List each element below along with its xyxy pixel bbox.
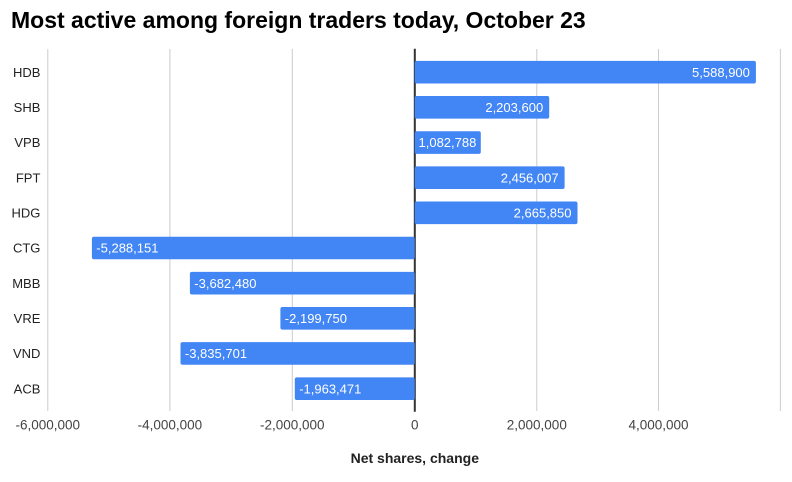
svg-text:5,588,900: 5,588,900 xyxy=(692,65,750,80)
svg-text:-1,963,471: -1,963,471 xyxy=(299,381,361,396)
svg-text:-2,199,750: -2,199,750 xyxy=(285,311,347,326)
svg-text:VRE: VRE xyxy=(14,311,41,326)
svg-text:FPT: FPT xyxy=(16,170,41,185)
svg-text:Most active among foreign trad: Most active among foreign traders today,… xyxy=(11,7,586,33)
svg-text:CTG: CTG xyxy=(13,241,40,256)
svg-text:2,456,007: 2,456,007 xyxy=(501,170,559,185)
svg-text:-6,000,000: -6,000,000 xyxy=(16,418,81,433)
svg-text:-4,000,000: -4,000,000 xyxy=(138,418,203,433)
svg-text:-3,835,701: -3,835,701 xyxy=(185,346,247,361)
svg-text:MBB: MBB xyxy=(12,276,40,291)
svg-text:1,082,788: 1,082,788 xyxy=(419,135,477,150)
svg-text:-5,288,151: -5,288,151 xyxy=(96,241,158,256)
svg-text:2,665,850: 2,665,850 xyxy=(514,205,572,220)
svg-text:HDG: HDG xyxy=(12,205,41,220)
svg-text:Net shares, change: Net shares, change xyxy=(351,450,480,466)
svg-text:HDB: HDB xyxy=(13,65,40,80)
svg-text:-2,000,000: -2,000,000 xyxy=(260,418,325,433)
svg-text:VND: VND xyxy=(13,346,40,361)
svg-text:2,000,000: 2,000,000 xyxy=(507,418,567,433)
svg-text:4,000,000: 4,000,000 xyxy=(628,418,688,433)
svg-text:0: 0 xyxy=(411,418,419,433)
svg-text:VPB: VPB xyxy=(14,135,40,150)
svg-text:2,203,600: 2,203,600 xyxy=(485,100,543,115)
svg-text:SHB: SHB xyxy=(14,100,41,115)
svg-text:-3,682,480: -3,682,480 xyxy=(194,276,256,291)
svg-text:ACB: ACB xyxy=(14,381,41,396)
